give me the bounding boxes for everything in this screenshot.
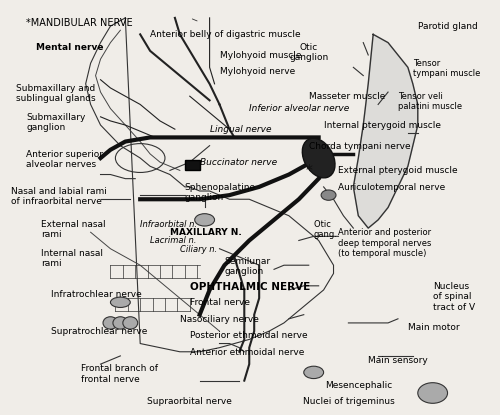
Text: Frontal branch of
frontal nerve: Frontal branch of frontal nerve bbox=[80, 364, 158, 383]
Text: Nasociliary nerve: Nasociliary nerve bbox=[180, 315, 258, 324]
Text: Chorda tympani nerve: Chorda tympani nerve bbox=[308, 142, 410, 151]
Text: Mylohyoid muscle: Mylohyoid muscle bbox=[220, 51, 301, 60]
Text: Otic  
gang.: Otic gang. bbox=[314, 220, 338, 239]
Text: Nucleus
of spinal
tract of V: Nucleus of spinal tract of V bbox=[432, 282, 475, 312]
Text: Anterior superior
alveolar nerves: Anterior superior alveolar nerves bbox=[26, 150, 103, 169]
Text: Infraorbital n.: Infraorbital n. bbox=[140, 220, 197, 229]
Text: Supratrochlear nerve: Supratrochlear nerve bbox=[51, 327, 148, 336]
Text: Mesencephalic: Mesencephalic bbox=[324, 381, 392, 390]
Text: Frontal nerve: Frontal nerve bbox=[190, 298, 250, 307]
Text: Masseter muscle: Masseter muscle bbox=[308, 92, 385, 101]
Text: Parotid gland: Parotid gland bbox=[418, 22, 478, 31]
Text: *MANDIBULAR NERVE: *MANDIBULAR NERVE bbox=[26, 18, 133, 28]
Ellipse shape bbox=[194, 214, 214, 226]
Circle shape bbox=[103, 317, 118, 329]
Circle shape bbox=[123, 317, 138, 329]
Text: Lacrimal n.: Lacrimal n. bbox=[150, 237, 196, 245]
Text: Buccinator nerve: Buccinator nerve bbox=[200, 158, 277, 167]
Text: Lingual nerve: Lingual nerve bbox=[210, 125, 271, 134]
Text: OPHTHALMIC NERVE: OPHTHALMIC NERVE bbox=[190, 282, 310, 292]
Polygon shape bbox=[354, 34, 418, 228]
Text: Otic
ganglion: Otic ganglion bbox=[289, 43, 329, 62]
Circle shape bbox=[113, 317, 128, 329]
Text: Supraorbital nerve: Supraorbital nerve bbox=[148, 397, 232, 406]
Text: Anterior ethmoidal nerve: Anterior ethmoidal nerve bbox=[190, 348, 304, 356]
Ellipse shape bbox=[321, 190, 336, 200]
Text: *: * bbox=[305, 164, 312, 177]
Text: Main sensory: Main sensory bbox=[368, 356, 428, 365]
Text: External pterygoid muscle: External pterygoid muscle bbox=[338, 166, 458, 175]
Text: Submaxillary
ganglion: Submaxillary ganglion bbox=[26, 113, 86, 132]
Text: Semilunar
ganglion: Semilunar ganglion bbox=[224, 257, 270, 276]
Text: Inferior alveolar nerve: Inferior alveolar nerve bbox=[249, 105, 350, 113]
Text: Mylohyoid nerve: Mylohyoid nerve bbox=[220, 67, 295, 76]
Text: Anterior and posterior
deep temporal nerves
(to temporal muscle): Anterior and posterior deep temporal ner… bbox=[338, 228, 432, 258]
Text: MAXILLARY N.: MAXILLARY N. bbox=[170, 228, 242, 237]
Text: Ciliary n.: Ciliary n. bbox=[180, 244, 217, 254]
Text: Submaxillary and
sublingual glands: Submaxillary and sublingual glands bbox=[16, 84, 96, 103]
Ellipse shape bbox=[418, 383, 448, 403]
Text: Internal nasal
rami: Internal nasal rami bbox=[41, 249, 103, 268]
Text: Anterior belly of digastric muscle: Anterior belly of digastric muscle bbox=[150, 30, 300, 39]
Text: Sphenopalatine
ganglion: Sphenopalatine ganglion bbox=[185, 183, 256, 202]
Ellipse shape bbox=[304, 366, 324, 378]
Text: Mental nerve: Mental nerve bbox=[36, 43, 104, 51]
Text: External nasal
rami: External nasal rami bbox=[41, 220, 106, 239]
Text: Posterior ethmoidal nerve: Posterior ethmoidal nerve bbox=[190, 331, 308, 340]
Text: Tensor
tympani muscle: Tensor tympani muscle bbox=[413, 59, 480, 78]
Text: Infratrochlear nerve: Infratrochlear nerve bbox=[51, 290, 142, 299]
Text: Tensor veli
palatini muscle: Tensor veli palatini muscle bbox=[398, 92, 462, 112]
Text: Nasal and labial rami
of infraorbital nerve: Nasal and labial rami of infraorbital ne… bbox=[12, 187, 107, 206]
Text: Auriculotemporal nerve: Auriculotemporal nerve bbox=[338, 183, 446, 192]
Ellipse shape bbox=[302, 138, 335, 178]
Text: Nuclei of trigeminus: Nuclei of trigeminus bbox=[302, 397, 394, 406]
Ellipse shape bbox=[110, 297, 130, 308]
Bar bbox=[185, 160, 200, 171]
Text: Main motor: Main motor bbox=[408, 323, 460, 332]
Text: Internal pterygoid muscle: Internal pterygoid muscle bbox=[324, 121, 440, 130]
